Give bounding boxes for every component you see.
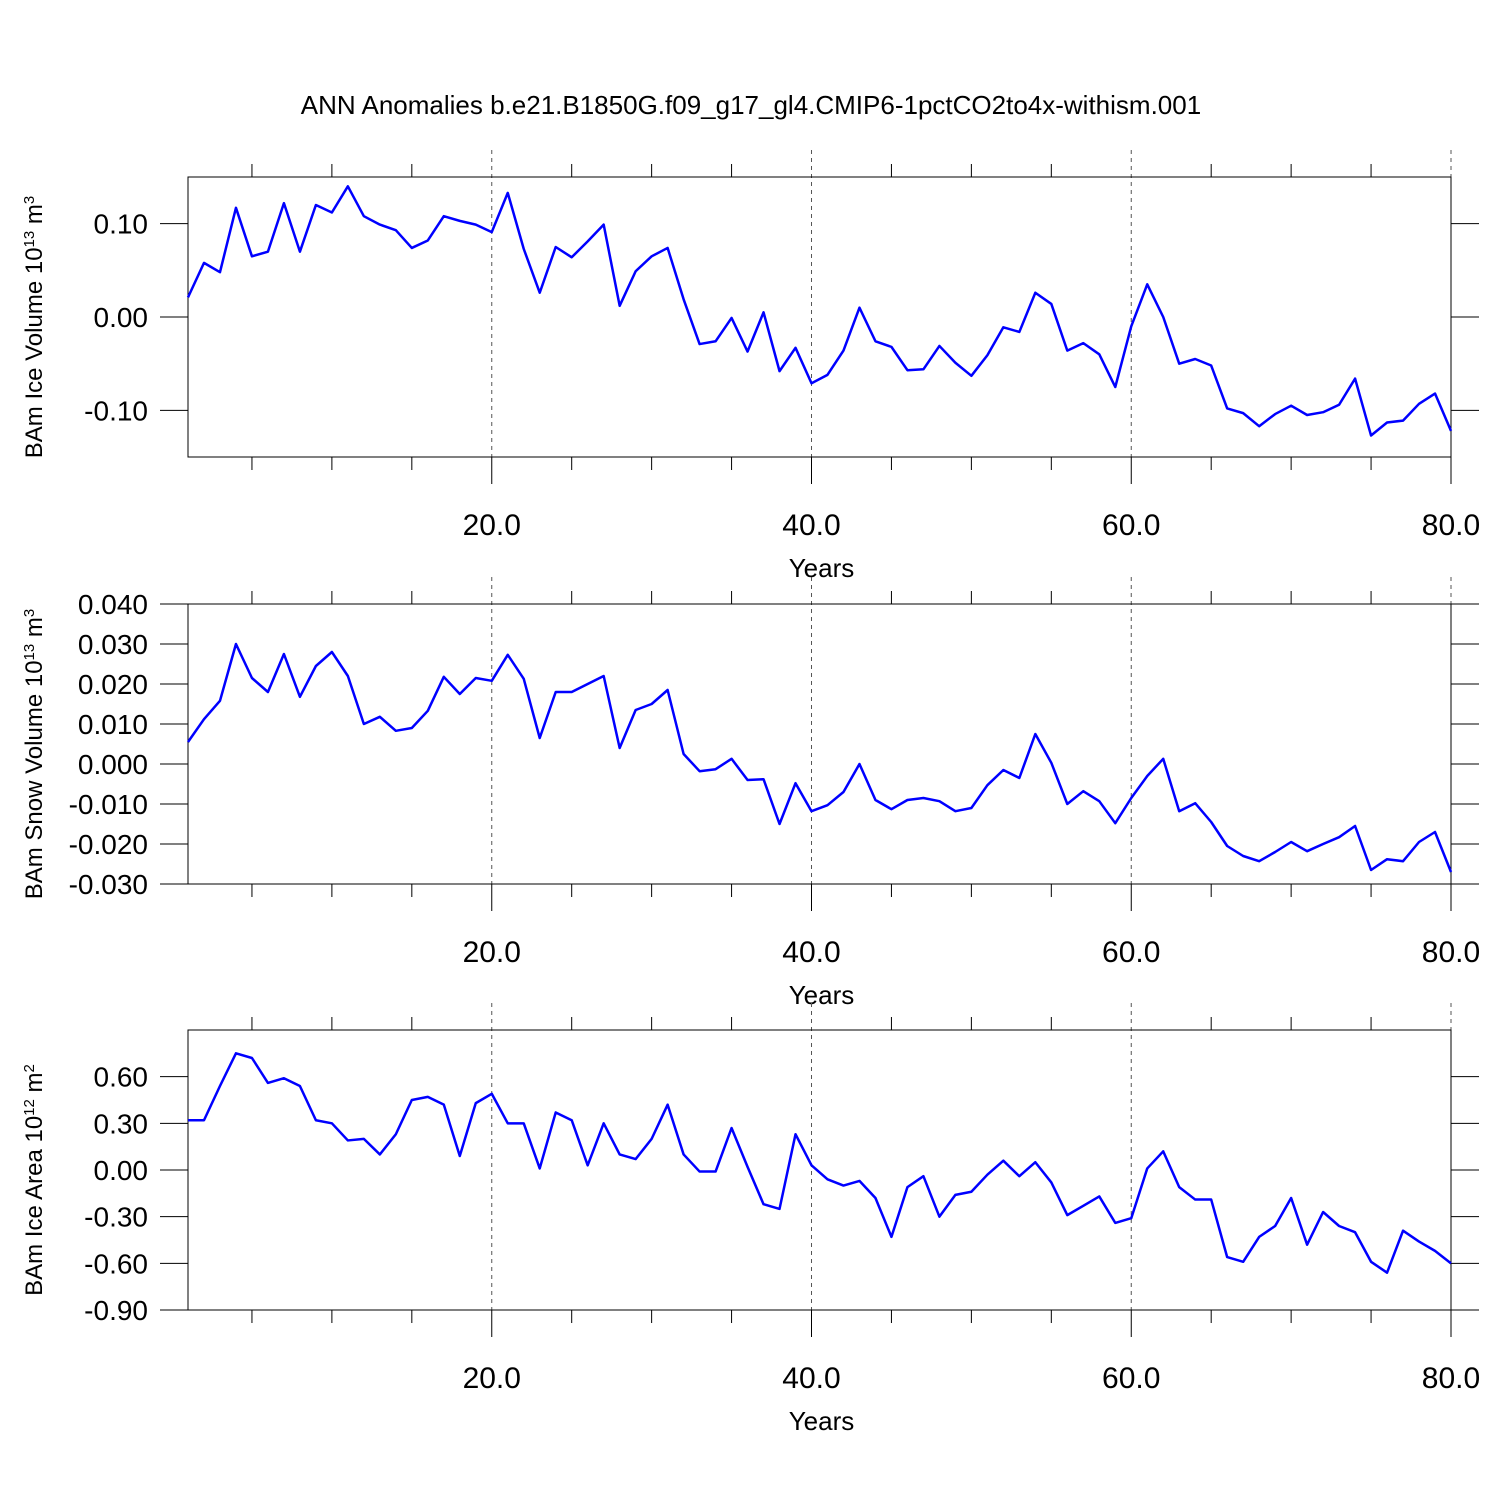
y-axis-label-text: BAm Ice Area 10 <box>21 1116 48 1296</box>
panel: 20.0 40.0 60.0 80.0 0.10 0.00 -0.10 Years BAm Ic… <box>21 150 1480 583</box>
y-axis-label-superscript: 13 <box>21 231 38 248</box>
y-tick-label: -0.10 <box>84 395 148 426</box>
chart-title: ANN Anomalies b.e21.B1850G.f09_g17_gl4.C… <box>301 90 1201 120</box>
y-tick-label: 0.10 <box>94 209 149 240</box>
y-axis-label-text: m <box>21 1072 48 1099</box>
y-axis-label-superscript: 12 <box>21 1099 38 1116</box>
x-tick-label: 60.0 <box>1102 936 1160 969</box>
plot-frame <box>187 176 1452 458</box>
x-tick-label: 80.0 <box>1422 936 1480 969</box>
x-tick-label: 40.0 <box>782 509 840 542</box>
y-tick-label: 0.000 <box>78 749 148 780</box>
x-tick-label: 20.0 <box>463 936 521 969</box>
y-axis-label-superscript: 3 <box>21 196 38 204</box>
panel: 20.0 40.0 60.0 80.0 0.040 0.030 0.020 0.010 0.00… <box>21 577 1480 1010</box>
plot-frame <box>187 1029 1452 1311</box>
data-line <box>186 185 1453 437</box>
y-tick-label: -0.60 <box>84 1248 148 1279</box>
y-tick-label: -0.30 <box>84 1202 148 1233</box>
y-axis-label-text: m <box>21 617 48 644</box>
x-tick-label: 20.0 <box>463 1362 521 1395</box>
y-axis-label-text: BAm Snow Volume 10 <box>21 660 48 899</box>
x-axis-label: Years <box>789 1406 855 1436</box>
panel: 20.0 40.0 60.0 80.0 0.60 0.30 0.00 -0.30 -0.60 -0… <box>21 1003 1480 1436</box>
x-tick-label: 60.0 <box>1102 509 1160 542</box>
x-axis-label: Years <box>789 980 855 1010</box>
data-line <box>186 642 1453 873</box>
data-line <box>188 1052 1452 1274</box>
x-axis-label: Years <box>789 553 855 583</box>
x-tick-label: 40.0 <box>782 936 840 969</box>
y-axis-label-superscript: 13 <box>21 644 38 661</box>
y-axis-label-superscript: 2 <box>21 1064 38 1072</box>
y-tick-label: -0.010 <box>69 789 148 820</box>
y-tick-label: -0.030 <box>69 869 148 900</box>
plot-frame <box>187 603 1452 885</box>
y-axis-label-text: BAm Ice Volume 10 <box>21 247 48 458</box>
x-tick-label: 80.0 <box>1422 509 1480 542</box>
y-axis-label: BAm Snow Volume 1013 m3 <box>21 609 49 900</box>
y-tick-label: 0.020 <box>78 669 148 700</box>
y-axis-label: BAm Ice Area 1012 m2 <box>21 1064 49 1296</box>
y-tick-label: 0.60 <box>94 1062 149 1093</box>
y-tick-label: 0.040 <box>78 589 148 620</box>
y-axis-label: BAm Ice Volume 1013 m3 <box>21 196 49 458</box>
y-tick-label: 0.30 <box>94 1108 149 1139</box>
y-tick-label: 0.030 <box>78 629 148 660</box>
y-tick-label: 0.010 <box>78 709 148 740</box>
y-tick-label: 0.00 <box>94 1155 149 1186</box>
x-tick-label: 20.0 <box>463 509 521 542</box>
y-axis-label-superscript: 3 <box>21 609 38 617</box>
y-tick-label: -0.020 <box>69 829 148 860</box>
y-axis-label-text: m <box>21 204 48 231</box>
x-tick-label: 60.0 <box>1102 1362 1160 1395</box>
x-tick-label: 40.0 <box>782 1362 840 1395</box>
y-tick-label: -0.90 <box>84 1295 148 1326</box>
x-tick-label: 80.0 <box>1422 1362 1480 1395</box>
y-tick-label: 0.00 <box>94 302 149 333</box>
